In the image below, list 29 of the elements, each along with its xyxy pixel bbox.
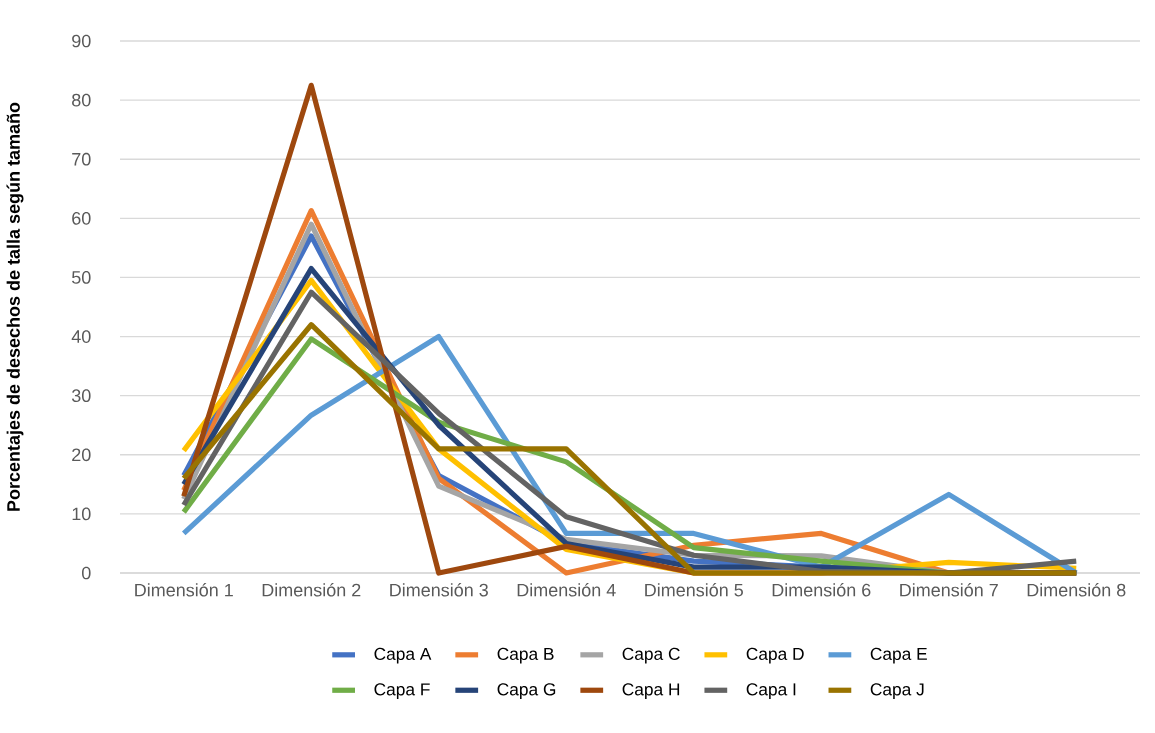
y-tick-label: 0	[81, 566, 91, 580]
legend-label: Capa J	[870, 683, 924, 699]
y-tick-label: 80	[72, 93, 91, 107]
legend-label: Capa A	[374, 647, 432, 664]
y-tick-label: 30	[71, 389, 91, 403]
x-tick-label: Dimensión 8	[1027, 583, 1126, 597]
y-tick-label: 20	[72, 448, 91, 462]
y-axis-title: Porcentajes de desechos de talla según tamaño	[6, 102, 24, 511]
y-tick-label: 50	[71, 271, 91, 284]
legend-label: Capa D	[746, 647, 804, 664]
legend-label: Capa B	[497, 647, 554, 664]
legend-label: Capa I	[746, 683, 796, 699]
x-tick-label: Dimensión 5	[645, 583, 743, 597]
x-tick-label: Dimensión 1	[135, 583, 233, 597]
x-tick-label: Dimensión 4	[517, 583, 616, 597]
legend-label: Capa F	[374, 683, 430, 699]
y-tick-label: 10	[72, 507, 91, 521]
y-tick-label: 70	[72, 152, 91, 166]
y-tick-label: 90	[72, 34, 91, 48]
legend-label: Capa E	[870, 647, 927, 664]
legend-label: Capa C	[622, 647, 680, 664]
x-tick-label: Dimensión 7	[900, 583, 998, 597]
x-tick-label: Dimensión 6	[772, 583, 871, 597]
legend-label: Capa H	[622, 683, 680, 699]
x-tick-label: Dimensión 2	[262, 583, 361, 597]
x-tick-label: Dimensión 3	[390, 583, 488, 597]
legend-label: Capa G	[497, 683, 556, 699]
y-tick-label: 40	[71, 330, 91, 343]
y-tick-label: 60	[72, 211, 91, 225]
